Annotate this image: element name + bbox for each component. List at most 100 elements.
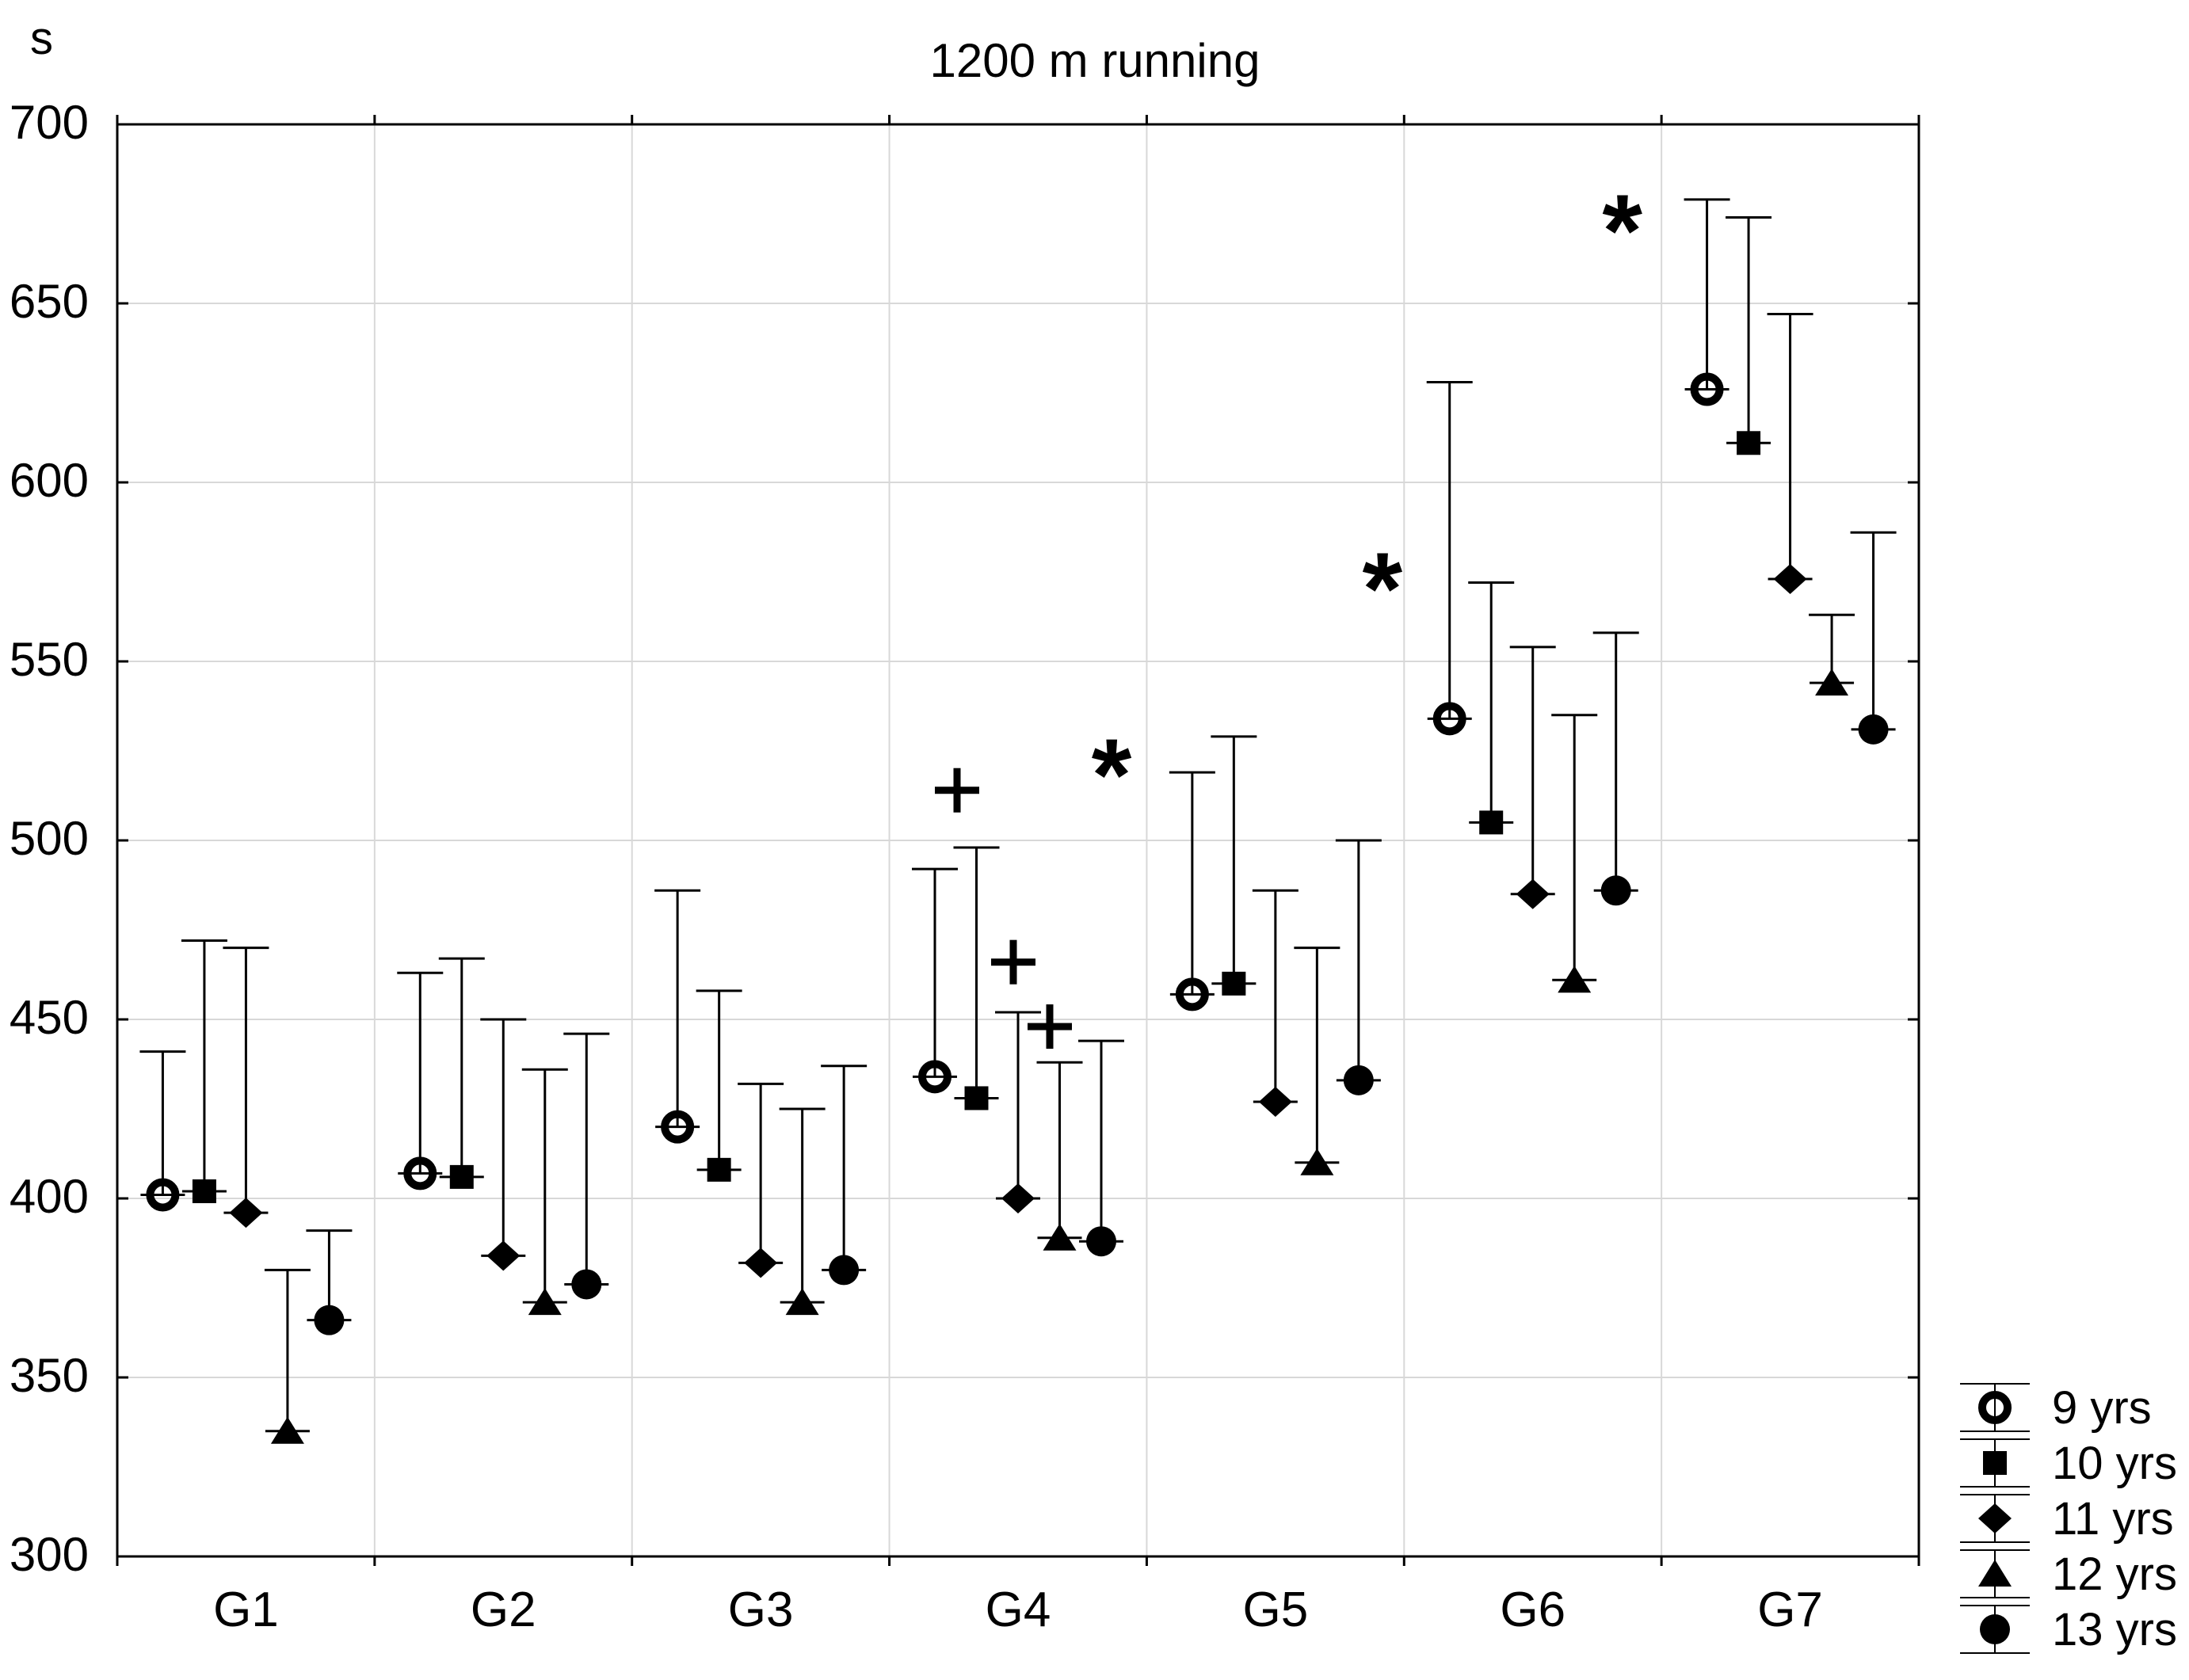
marker-filled-diamond	[744, 1248, 778, 1278]
data-point-G7-9-yrs	[1684, 198, 1730, 406]
asterisk-significance-marker: *	[1602, 173, 1642, 288]
marker-filled-circle	[1858, 714, 1889, 745]
marker-filled-triangle	[785, 1288, 819, 1316]
data-point-G6-9-yrs	[1426, 380, 1473, 736]
open-circle-glyph	[661, 1110, 695, 1144]
legend-item-11-yrs: 11 yrs	[1960, 1493, 2174, 1545]
filled-circle-glyph	[1343, 1065, 1374, 1095]
data-point-G7-12-yrs	[1809, 613, 1855, 696]
marker-open-circle	[1175, 977, 1209, 1011]
data-point-G2-13-yrs	[563, 1032, 610, 1300]
marker-filled-triangle	[1300, 1148, 1334, 1175]
x-tick-label-G6: G6	[1500, 1583, 1565, 1637]
triangle-glyph	[1043, 1223, 1077, 1251]
open-circle-glyph	[403, 1156, 437, 1190]
data-point-G4-10-yrs	[953, 846, 1000, 1110]
data-point-G5-13-yrs	[1335, 839, 1382, 1095]
x-tick-label-G3: G3	[728, 1583, 794, 1637]
triangle-glyph	[785, 1288, 819, 1316]
y-tick-label: 500	[10, 812, 89, 865]
y-tick-label: 350	[10, 1349, 89, 1402]
axis-ticks	[116, 115, 1920, 1566]
data-point-G2-12-yrs	[521, 1068, 568, 1316]
data-point-G6-10-yrs	[1468, 581, 1515, 835]
triangle-glyph	[1558, 966, 1592, 993]
y-tick-label: 700	[10, 96, 89, 149]
legend-label: 12 yrs	[2052, 1549, 2177, 1600]
data-point-G1-12-yrs	[264, 1268, 311, 1444]
filled-circle-glyph	[1600, 875, 1631, 906]
asterisk-significance-marker: *	[1092, 717, 1132, 832]
open-circle-glyph	[146, 1178, 180, 1212]
triangle-glyph	[270, 1416, 304, 1444]
plus-vbar	[1009, 939, 1017, 985]
data-point-G4-13-yrs	[1078, 1039, 1124, 1257]
series-13-yrs	[306, 531, 1897, 1335]
marker-filled-circle	[571, 1269, 602, 1300]
x-tick-label-G5: G5	[1242, 1583, 1308, 1637]
x-tick-labels: G1 G2 G3 G4 G5 G6 G7	[213, 1583, 1823, 1637]
series-10-yrs	[181, 216, 1772, 1203]
legend-item-12-yrs: 12 yrs	[1960, 1549, 2177, 1600]
chart-title: 1200 m running	[930, 34, 1260, 87]
open-circle-glyph	[918, 1060, 951, 1094]
plus-significance-marker	[991, 939, 1035, 985]
data-point-G5-11-yrs	[1252, 889, 1299, 1117]
y-tick-label: 550	[10, 633, 89, 686]
diamond-glyph	[744, 1248, 778, 1278]
legend-item-10-yrs: 10 yrs	[1960, 1438, 2177, 1489]
marker-filled-square	[1222, 971, 1246, 996]
open-circle-glyph	[1690, 372, 1724, 406]
data-point-G1-13-yrs	[306, 1229, 353, 1335]
filled-circle-glyph	[1980, 1614, 2010, 1644]
diamond-glyph	[1773, 564, 1807, 595]
legend-marker-filled-triangle	[1978, 1560, 2012, 1587]
data-point-G2-11-yrs	[480, 1018, 527, 1271]
data-point-G2-10-yrs	[438, 957, 485, 1189]
filled-circle-glyph	[1086, 1226, 1116, 1257]
plus-vbar	[1046, 1004, 1054, 1050]
triangle-glyph	[1978, 1560, 2012, 1587]
y-tick-label: 650	[10, 275, 89, 328]
marker-filled-square	[964, 1086, 989, 1110]
square-glyph	[1479, 810, 1504, 835]
marker-filled-square	[192, 1179, 216, 1203]
marker-filled-triangle	[1815, 669, 1849, 696]
legend-marker-filled-circle	[1980, 1614, 2010, 1644]
series-layer	[139, 198, 1897, 1444]
series-9-yrs	[139, 198, 1730, 1212]
x-tick-label-G1: G1	[213, 1583, 279, 1637]
asterisk-significance-marker: *	[1363, 531, 1403, 646]
legend-item-9-yrs: 9 yrs	[1960, 1382, 2152, 1434]
data-point-G3-12-yrs	[779, 1107, 826, 1316]
data-point-G5-12-yrs	[1294, 947, 1340, 1175]
marker-filled-triangle	[270, 1416, 304, 1444]
square-glyph	[964, 1086, 989, 1110]
plus-significance-marker	[1028, 1004, 1072, 1050]
open-circle-glyph	[1978, 1391, 2012, 1424]
data-point-G6-12-yrs	[1551, 714, 1598, 993]
legend-item-13-yrs: 13 yrs	[1960, 1604, 2177, 1655]
data-point-G3-9-yrs	[654, 889, 701, 1144]
diamond-glyph	[1258, 1086, 1292, 1117]
data-point-G4-9-yrs	[912, 867, 958, 1094]
marker-filled-triangle	[1558, 966, 1592, 993]
filled-circle-glyph	[1858, 714, 1889, 745]
marker-open-circle	[146, 1178, 180, 1212]
diamond-glyph	[1978, 1503, 2012, 1533]
marker-filled-square	[1479, 810, 1504, 835]
legend-label: 11 yrs	[2052, 1493, 2174, 1545]
square-glyph	[449, 1164, 474, 1189]
marker-filled-triangle	[528, 1288, 562, 1316]
marker-filled-diamond	[1773, 564, 1807, 595]
triangle-glyph	[528, 1288, 562, 1316]
square-glyph	[1983, 1451, 2007, 1475]
data-point-G6-13-yrs	[1592, 631, 1639, 906]
legend-label: 9 yrs	[2052, 1382, 2152, 1434]
plus-significance-marker	[935, 768, 979, 813]
square-glyph	[707, 1157, 731, 1182]
y-tick-label: 400	[10, 1170, 89, 1223]
legend-marker-open-circle	[1978, 1391, 2012, 1424]
marker-filled-triangle	[1043, 1223, 1077, 1251]
